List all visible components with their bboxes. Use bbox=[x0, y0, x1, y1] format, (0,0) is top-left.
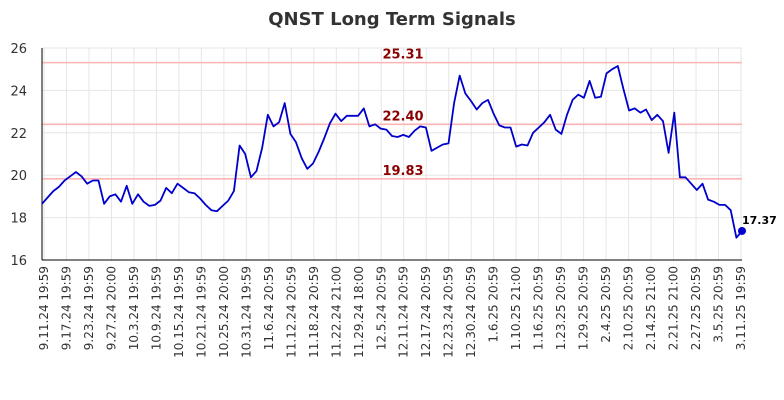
x-tick-label: 2.14.25 21:00 bbox=[644, 266, 658, 350]
signal-level-label: 25.31 bbox=[382, 48, 423, 63]
y-tick-label: 16 bbox=[10, 254, 27, 269]
x-tick-label: 11.12.24 20:59 bbox=[284, 266, 298, 358]
x-tick-label: 1.16.25 20:59 bbox=[532, 266, 546, 350]
y-tick-label: 26 bbox=[10, 42, 27, 57]
x-tick-label: 12.30.24 20:59 bbox=[464, 266, 478, 358]
x-tick-label: 9.23.24 19:59 bbox=[82, 266, 96, 350]
x-tick-label: 1.29.25 20:59 bbox=[577, 266, 591, 350]
signal-level-label: 22.40 bbox=[382, 109, 423, 124]
labels: 25.31 22.40 19.83 17.37 bbox=[382, 48, 776, 227]
x-tick-label: 1.6.25 20:59 bbox=[487, 266, 501, 343]
last-price-point bbox=[738, 226, 746, 235]
x-tick-label: 9.11.24 19:59 bbox=[37, 266, 51, 350]
signal-levels bbox=[42, 61, 742, 180]
x-tick-label: 11.6.24 20:59 bbox=[262, 266, 276, 350]
y-tick-label: 18 bbox=[10, 212, 27, 227]
x-tick-label: 10.21.24 19:59 bbox=[194, 266, 208, 358]
x-tick-label: 2.21.25 21:00 bbox=[667, 266, 681, 350]
x-tick-label: 2.4.25 20:59 bbox=[599, 266, 613, 343]
x-tick-label: 3.5.25 20:59 bbox=[712, 266, 726, 343]
price-series-line bbox=[41, 65, 743, 239]
last-price-label: 17.37 bbox=[742, 214, 777, 227]
grid bbox=[42, 47, 742, 261]
x-tick-label: 2.10.25 20:59 bbox=[622, 266, 636, 350]
x-tick-label: 9.27.24 20:00 bbox=[104, 266, 118, 350]
y-tick-label: 24 bbox=[10, 84, 27, 99]
x-tick-label: 2.27.25 20:59 bbox=[689, 266, 703, 350]
x-tick-label: 1.10.25 21:00 bbox=[509, 266, 523, 350]
x-tick-label: 10.31.24 19:59 bbox=[239, 266, 253, 358]
x-tick-label: 1.23.25 20:59 bbox=[554, 266, 568, 350]
x-tick-label: 10.25.24 20:00 bbox=[217, 266, 231, 358]
x-tick-label: 10.3.24 19:59 bbox=[127, 266, 141, 350]
x-tick-label: 11.29.24 18:00 bbox=[352, 266, 366, 358]
y-tick-label: 22 bbox=[10, 127, 27, 142]
x-tick-label: 12.23.24 20:59 bbox=[442, 266, 456, 358]
x-tick-label: 12.17.24 20:59 bbox=[419, 266, 433, 358]
chart-title: QNST Long Term Signals bbox=[268, 9, 516, 30]
x-tick-label: 3.11.25 19:59 bbox=[734, 266, 748, 350]
x-tick-label: 10.15.24 19:59 bbox=[172, 266, 186, 358]
signal-level-label: 19.83 bbox=[382, 164, 423, 179]
x-tick-label: 10.9.24 19:59 bbox=[149, 266, 163, 350]
series bbox=[41, 65, 746, 239]
axes: 16 18 20 22 24 26 9.11.24 19:59 9.17.24 19:59 9.… bbox=[10, 42, 748, 358]
x-tick-label: 12.11.24 20:59 bbox=[397, 266, 411, 358]
x-tick-label: 11.18.24 20:59 bbox=[307, 266, 321, 358]
x-tick-label: 11.22.24 21:00 bbox=[329, 266, 343, 358]
y-tick-label: 20 bbox=[10, 169, 27, 184]
x-tick-label: 9.17.24 19:59 bbox=[59, 266, 73, 350]
x-tick-label: 12.5.24 20:59 bbox=[374, 266, 388, 350]
